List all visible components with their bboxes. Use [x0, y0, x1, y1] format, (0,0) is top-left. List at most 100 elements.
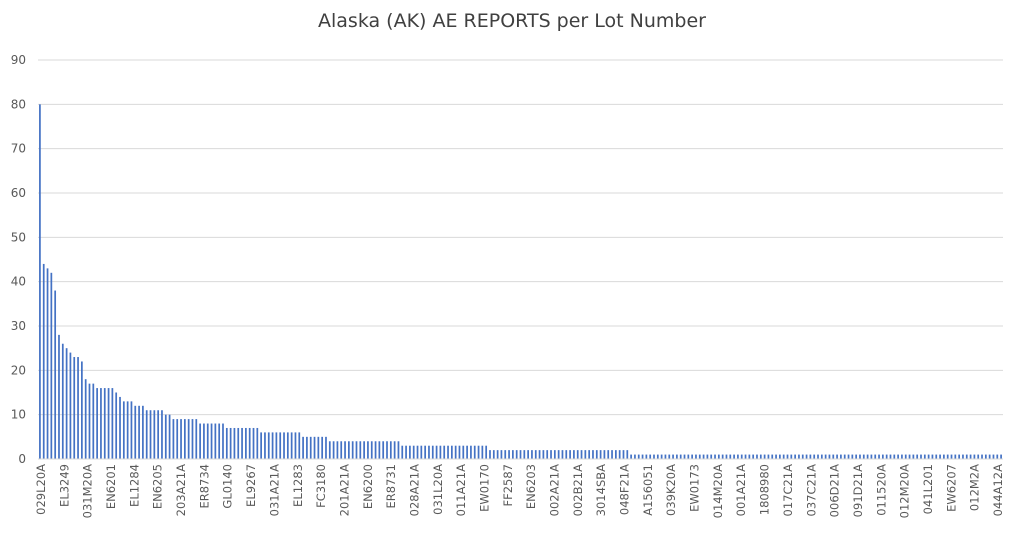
bar-120 — [496, 450, 499, 459]
x-tick-label: A156051 — [641, 464, 655, 516]
bar-33 — [164, 414, 167, 459]
bar-146 — [595, 450, 598, 459]
bar-115 — [477, 445, 480, 459]
bar-70 — [306, 436, 308, 459]
bar-156 — [634, 454, 636, 459]
bar-26 — [138, 405, 140, 459]
bar-141 — [576, 450, 579, 459]
x-tick-label: 031M20A — [81, 464, 95, 519]
bar-248 — [984, 454, 987, 459]
bar-237 — [943, 454, 945, 459]
x-tick-label: 3014SBA — [594, 464, 608, 516]
bar-110 — [458, 445, 461, 459]
bar-209 — [836, 454, 838, 459]
bar-229 — [912, 454, 915, 459]
bar-139 — [569, 450, 571, 459]
bar-64 — [283, 432, 285, 459]
bar-87 — [370, 441, 373, 459]
bar-245 — [973, 454, 976, 459]
bar-235 — [935, 454, 938, 459]
bar-10 — [77, 357, 79, 459]
bar-188 — [756, 454, 758, 459]
bar-5 — [58, 334, 60, 459]
x-tick-label: ER8734 — [197, 464, 211, 509]
bar-249 — [988, 454, 991, 459]
bar-168 — [679, 454, 682, 459]
bar-76 — [328, 441, 331, 459]
bar-135 — [553, 450, 556, 459]
bar-129 — [531, 450, 533, 459]
bar-8 — [69, 352, 72, 459]
bar-154 — [626, 450, 629, 459]
bar-172 — [695, 454, 697, 459]
bar-82 — [351, 441, 354, 459]
x-tick-label: 037C21A — [804, 464, 818, 517]
x-tick-label: 006D21A — [828, 464, 842, 517]
bar-181 — [729, 454, 732, 459]
bar-133 — [546, 450, 549, 459]
bar-16 — [100, 388, 102, 459]
bar-21 — [119, 396, 121, 459]
bar-69 — [302, 436, 304, 459]
bar-164 — [664, 454, 667, 459]
bar-142 — [580, 450, 583, 459]
bar-212 — [847, 454, 850, 459]
bar-105 — [439, 445, 442, 459]
x-tick-label: EN6201 — [104, 464, 118, 509]
bar-94 — [397, 441, 400, 459]
bar-9 — [73, 357, 76, 459]
bar-215 — [859, 454, 861, 459]
bar-108 — [450, 445, 453, 459]
gridlines — [38, 59, 1003, 416]
bar-71 — [309, 436, 312, 459]
x-tick-label: FF2587 — [501, 464, 515, 507]
bar-103 — [431, 445, 434, 459]
bar-1 — [42, 263, 45, 459]
x-tick-label: GL0140 — [221, 464, 235, 509]
bar-173 — [698, 454, 701, 459]
bar-12 — [84, 379, 87, 459]
bar-53 — [241, 427, 243, 459]
y-tick-label: 70 — [11, 142, 26, 156]
bar-138 — [565, 450, 568, 459]
bar-226 — [901, 454, 903, 459]
bar-153 — [622, 450, 625, 459]
bar-127 — [523, 450, 526, 459]
bar-242 — [962, 454, 964, 459]
bar-125 — [515, 450, 518, 459]
x-tick-label: 031A21A — [267, 464, 281, 516]
bar-194 — [779, 454, 781, 459]
x-tick-label: EL1284 — [127, 464, 141, 507]
bar-18 — [107, 388, 110, 459]
bar-186 — [748, 454, 751, 459]
bar-206 — [824, 454, 827, 459]
bar-91 — [386, 441, 388, 459]
bar-167 — [676, 454, 678, 459]
bar-23 — [126, 401, 129, 459]
bar-92 — [389, 441, 392, 459]
bar-224 — [893, 454, 896, 459]
bar-118 — [489, 450, 491, 459]
bar-121 — [500, 450, 503, 459]
x-tick-label: 1808980 — [758, 464, 772, 515]
bar-46 — [214, 423, 217, 459]
bar-54 — [245, 427, 247, 459]
bar-178 — [717, 454, 720, 459]
bar-201 — [805, 454, 808, 459]
bar-149 — [607, 450, 610, 459]
bar-223 — [889, 454, 892, 459]
y-tick-label: 40 — [11, 275, 26, 289]
x-tick-label: 011520A — [874, 464, 888, 516]
bar-203 — [813, 454, 816, 459]
bar-205 — [820, 454, 823, 459]
bar-240 — [954, 454, 957, 459]
bar-247 — [981, 454, 983, 459]
bar-184 — [740, 454, 743, 459]
bar-116 — [481, 445, 484, 459]
bar-170 — [687, 454, 690, 459]
bar-239 — [950, 454, 953, 459]
tick-labels: 0 10 20 30 40 50 60 70 80 90 029L20A EL3249 031M20A E… — [11, 53, 1005, 518]
bar-63 — [279, 432, 282, 459]
bar-37 — [180, 419, 182, 459]
